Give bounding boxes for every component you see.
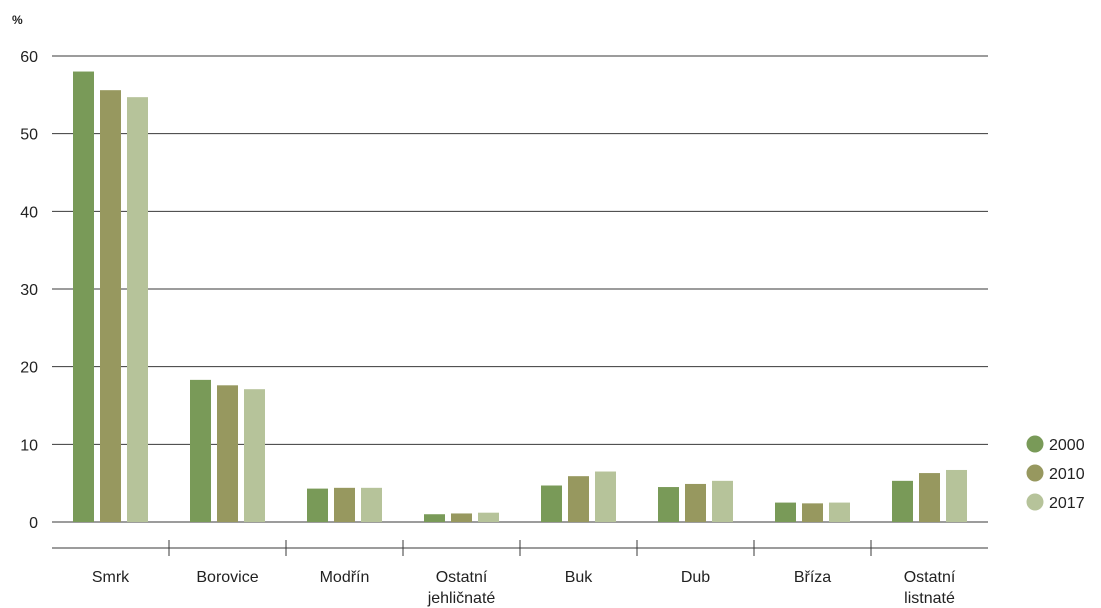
legend: 2000 2010 2017 (1026, 435, 1085, 512)
bar-2010-bříza (802, 503, 823, 522)
x-tick-label: Modřín (320, 569, 370, 586)
bar-2010-ostatní-jehličnaté (451, 513, 472, 522)
x-tick-label: Buk (565, 569, 594, 586)
bar-2000-modřín (307, 488, 328, 522)
x-tick-label-line: Dub (681, 569, 710, 586)
x-tick-label: Dub (681, 569, 710, 586)
x-tick-label: Ostatní listnaté (904, 569, 956, 607)
bar-2000-dub (658, 487, 679, 522)
bar-2010-buk (568, 476, 589, 522)
y-axis-unit-label: % (12, 13, 23, 27)
bar-2017-ostatní-listnaté (946, 469, 967, 522)
bar-2017-ostatní-jehličnaté (478, 512, 499, 522)
x-tick-label: Borovice (196, 569, 258, 586)
legend-swatch-2000 (1026, 435, 1044, 453)
x-tick-label-line: jehličnaté (427, 590, 496, 607)
bar-2000-buk (541, 485, 562, 522)
y-axis-tick-labels: 0 10 20 30 40 50 60 (20, 49, 38, 532)
x-tick-label: Smrk (92, 569, 130, 586)
bar-2010-dub (685, 483, 706, 522)
bar-2010-borovice (217, 385, 238, 522)
bar-2017-bříza (829, 502, 850, 522)
bar-2000-ostatní-jehličnaté (424, 514, 445, 522)
legend-label-2010: 2010 (1049, 466, 1085, 483)
x-tick-label-line: listnaté (904, 590, 955, 607)
legend-label-2000: 2000 (1049, 437, 1085, 454)
legend-swatch-2010 (1026, 464, 1044, 482)
x-axis-category-labels: Smrk Borovice Modřín Ostatní jehličnaté Buk Du… (92, 569, 956, 607)
x-tick-label: Ostatní jehličnaté (427, 569, 496, 607)
x-tick-label-line: Buk (565, 569, 594, 586)
x-axis (52, 540, 988, 556)
y-tick-label-50: 50 (20, 127, 38, 144)
bar-2017-modřín (361, 487, 382, 522)
x-tick-label-line: Borovice (196, 569, 258, 586)
x-tick-label-line: Ostatní (436, 569, 488, 586)
x-tick-label: Bříza (794, 569, 831, 586)
x-tick-label-line: Bříza (794, 569, 831, 586)
x-tick-label-line: Smrk (92, 569, 130, 586)
x-tick-label-line: Modřín (320, 569, 370, 586)
bar-2000-borovice (190, 379, 211, 522)
bar-2000-bříza (775, 502, 796, 522)
legend-label-2017: 2017 (1049, 495, 1085, 512)
y-tick-label-30: 30 (20, 282, 38, 299)
y-tick-label-60: 60 (20, 49, 38, 66)
y-tick-label-40: 40 (20, 204, 38, 221)
bar-2017-buk (595, 471, 616, 522)
bar-2017-dub (712, 480, 733, 522)
bar-2000-ostatní-listnaté (892, 480, 913, 522)
bar-2017-smrk (127, 97, 148, 522)
bar-2017-borovice (244, 389, 265, 522)
bar-2010-modřín (334, 487, 355, 522)
bars (73, 71, 967, 523)
y-tick-label-10: 10 (20, 437, 38, 454)
bar-2000-smrk (73, 71, 94, 523)
y-tick-label-20: 20 (20, 360, 38, 377)
bar-2010-ostatní-listnaté (919, 473, 940, 522)
bar-2010-smrk (100, 90, 121, 522)
y-tick-label-0: 0 (29, 515, 38, 532)
legend-swatch-2017 (1026, 493, 1044, 511)
x-tick-label-line: Ostatní (904, 569, 956, 586)
